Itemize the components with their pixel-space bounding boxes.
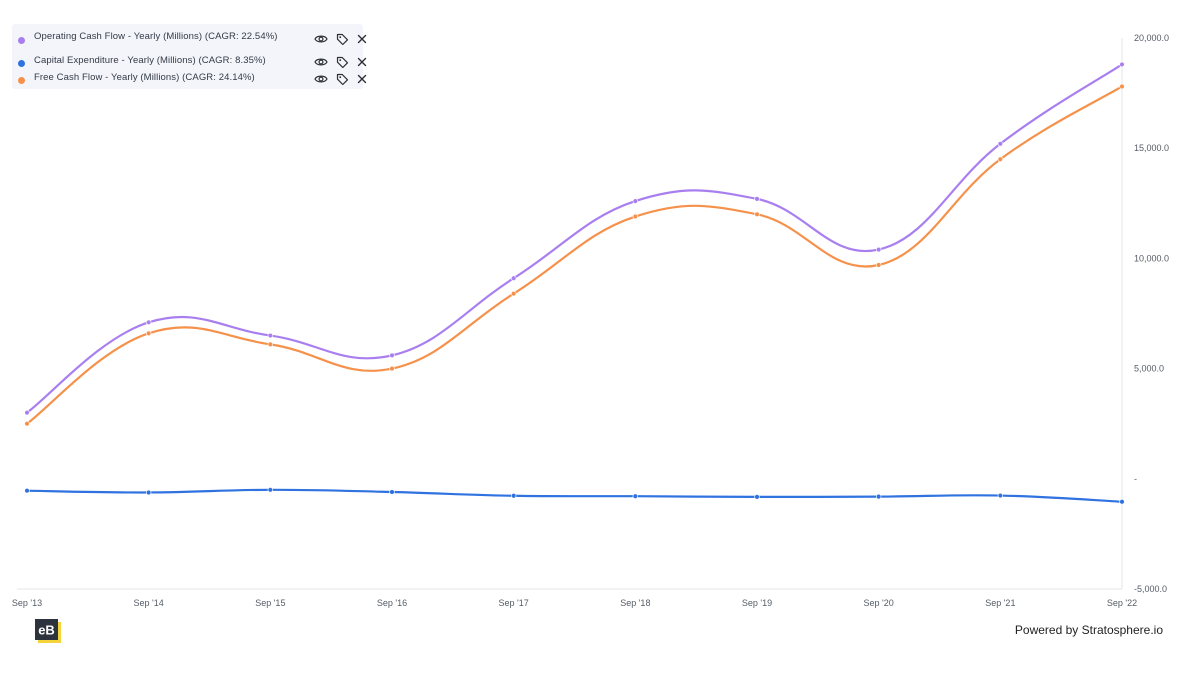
y-tick-label: 10,000.0 [1134, 253, 1169, 263]
legend-item-label: Free Cash Flow - Yearly (Millions) (CAGR… [34, 72, 255, 83]
eye-icon[interactable] [314, 73, 328, 85]
legend-color-dot [18, 60, 25, 67]
data-point-free-cash-flow [24, 421, 30, 427]
legend-item-label: Capital Expenditure - Yearly (Millions) … [34, 55, 266, 66]
data-point-free-cash-flow [1119, 83, 1125, 90]
tag-icon[interactable] [336, 56, 349, 69]
data-point-capital-expenditure [389, 489, 395, 495]
legend-item-label: Operating Cash Flow - Yearly (Millions) … [34, 31, 278, 42]
data-point-operating-cash-flow [145, 319, 152, 326]
x-tick-label: Sep '17 [499, 598, 529, 608]
data-point-operating-cash-flow [389, 352, 395, 359]
logo-text: eB [38, 623, 55, 638]
series-points [24, 61, 1125, 505]
data-point-free-cash-flow [267, 341, 274, 348]
series-line-capital-expenditure [25, 488, 1124, 503]
data-point-operating-cash-flow [510, 275, 517, 281]
data-point-capital-expenditure [267, 487, 274, 493]
data-point-operating-cash-flow [754, 196, 760, 202]
legend-color-dot [18, 37, 25, 44]
eye-icon[interactable] [314, 56, 328, 68]
series-line-free-cash-flow [25, 85, 1124, 425]
legend-actions [302, 33, 367, 47]
logo-background [35, 619, 58, 640]
x-tick-label: Sep '20 [864, 598, 894, 608]
data-point-operating-cash-flow [632, 198, 639, 204]
data-point-capital-expenditure [875, 493, 882, 500]
data-point-operating-cash-flow [875, 246, 882, 253]
series-lines [25, 63, 1124, 503]
chart-legend: Operating Cash Flow - Yearly (Millions) … [12, 24, 367, 89]
legend-actions [302, 56, 367, 70]
x-tick-label: Sep '16 [377, 598, 407, 608]
tag-icon[interactable] [336, 73, 349, 86]
data-point-capital-expenditure [145, 489, 152, 496]
data-point-operating-cash-flow [24, 409, 30, 416]
data-point-free-cash-flow [632, 213, 639, 220]
x-axis-ticks: Sep '13 Sep '14 Sep '15 Sep '16 Sep '17 Sep '… [12, 598, 1137, 608]
y-tick-label: - [1134, 474, 1137, 484]
data-point-capital-expenditure [997, 492, 1004, 499]
data-point-capital-expenditure [754, 494, 760, 500]
data-point-capital-expenditure [24, 488, 30, 494]
x-tick-label: Sep '18 [620, 598, 650, 608]
y-tick-label: 20,000.0 [1134, 33, 1169, 43]
data-point-free-cash-flow [875, 262, 882, 268]
close-icon[interactable] [357, 33, 367, 45]
data-point-free-cash-flow [510, 290, 517, 297]
x-tick-label: Sep '15 [255, 598, 285, 608]
tag-icon[interactable] [336, 33, 349, 46]
data-point-capital-expenditure [632, 493, 639, 499]
data-point-free-cash-flow [997, 156, 1004, 162]
powered-by-text: Powered by Stratosphere.io [1014, 623, 1163, 637]
x-tick-label: Sep '14 [134, 598, 164, 608]
data-point-capital-expenditure [1119, 499, 1125, 505]
y-tick-label: -5,000.0 [1134, 584, 1167, 594]
data-point-capital-expenditure [510, 493, 517, 499]
eb-logo: eB [35, 619, 61, 643]
x-tick-label: Sep '19 [742, 598, 772, 608]
data-point-free-cash-flow [145, 330, 152, 337]
x-tick-label: Sep '22 [1107, 598, 1137, 608]
series-line-operating-cash-flow [25, 63, 1124, 414]
close-icon[interactable] [357, 56, 367, 68]
data-point-free-cash-flow [389, 365, 395, 372]
data-point-operating-cash-flow [1119, 61, 1125, 68]
data-point-operating-cash-flow [997, 141, 1004, 147]
data-point-operating-cash-flow [267, 332, 274, 339]
close-icon[interactable] [357, 73, 367, 85]
y-tick-label: 5,000.0 [1134, 364, 1164, 374]
legend-actions [302, 73, 367, 87]
x-tick-label: Sep '21 [985, 598, 1015, 608]
x-tick-label: Sep '13 [12, 598, 42, 608]
y-tick-label: 15,000.0 [1134, 143, 1169, 153]
eye-icon[interactable] [314, 33, 328, 45]
y-axis-ticks: 20,000.0 15,000.0 10,000.0 5,000.0 - -5,000.0 [1134, 33, 1169, 594]
legend-color-dot [18, 77, 25, 84]
data-point-free-cash-flow [754, 211, 760, 218]
